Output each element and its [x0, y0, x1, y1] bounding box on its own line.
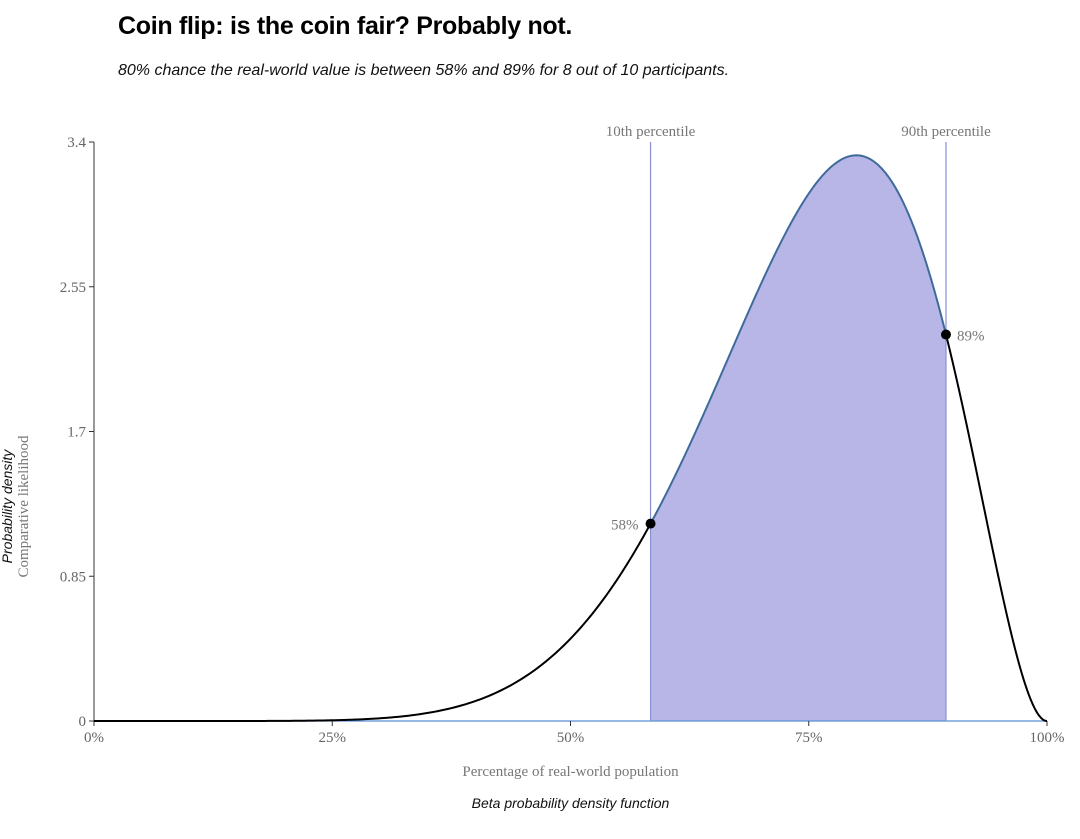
lower-percentile-value: 58% — [611, 518, 639, 534]
y-tick-label: 3.4 — [67, 135, 86, 151]
x-tick-label: 25% — [319, 730, 347, 746]
chart-subtitle: 80% chance the real-world value is betwe… — [118, 62, 730, 79]
lower-percentile-point — [645, 518, 656, 529]
upper-percentile-point — [940, 329, 951, 340]
y-tick-label: 1.7 — [67, 425, 86, 441]
x-tick-label: 75% — [795, 730, 823, 746]
upper-percentile-value: 89% — [957, 329, 985, 345]
x-tick-label: 0% — [84, 730, 104, 746]
x-tick-label: 100% — [1030, 730, 1065, 746]
percentile-line-label-lower: 10th percentile — [606, 124, 696, 140]
density-curve-left — [94, 523, 652, 722]
y-tick-label: 2.55 — [60, 280, 86, 296]
density-curve-interval — [649, 154, 947, 525]
interval-shaded-area — [650, 155, 946, 721]
y-axis-label-secondary: Probability density — [0, 449, 15, 564]
chart-title: Coin flip: is the coin fair? Probably no… — [118, 12, 573, 40]
y-tick-label: 0.85 — [60, 569, 86, 585]
y-tick-label: 0 — [79, 714, 87, 730]
chart-caption: Beta probability density function — [472, 795, 670, 811]
y-axis-label: Comparative likelihood — [16, 435, 32, 578]
density-curve-right — [945, 334, 1048, 722]
x-axis-label: Percentage of real-world population — [462, 764, 679, 780]
percentile-line-label-upper: 90th percentile — [901, 124, 991, 140]
x-tick-label: 50% — [557, 730, 585, 746]
